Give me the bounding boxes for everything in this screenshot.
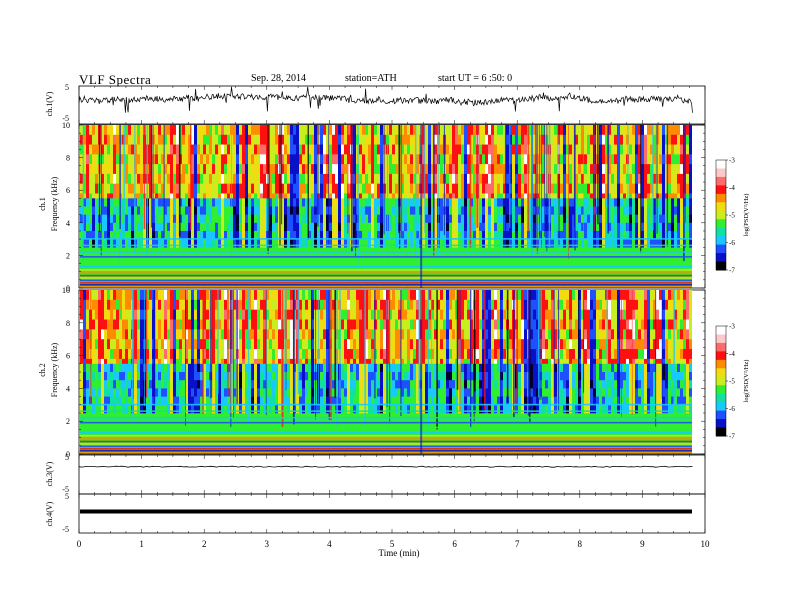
time-tick-label: 9 [640,539,645,549]
colorbar-tick-label: -4 [729,184,735,192]
time-tick-label: 6 [452,539,457,549]
frequency-tick-label: 10 [62,286,70,295]
colorbar-tick-label: -6 [729,239,735,247]
ch2-frequency-ticks: 0 2 4 6 8 10 [62,286,705,459]
ch1-waveform-panel: 5 -5 ch.1(V) [45,83,693,123]
colorbar-tick-label: -7 [729,433,735,441]
panel-frame-1 [78,85,706,125]
ch2-spectrogram-panel: 0 2 4 6 8 10 ch.2 Frequency (kHz) [38,286,705,459]
time-tick-label: 1 [139,539,144,549]
colorbar-tick-label: -3 [729,157,735,165]
time-tick-label: 10 [701,539,711,549]
time-tick-label: 2 [202,539,207,549]
ch1-frequency-label: Frequency (kHz) [50,176,59,231]
ch2-spectrogram-image [80,290,704,454]
ch4-waveform-panel: 5 -5 ch.4(V) [45,492,692,534]
ch3-ytick-top: 5 [65,453,69,462]
ch3-waveform-panel: 5 -5 ch.3(V) [45,453,693,494]
time-tick-label: 0 [77,539,82,549]
ch1-waveform-line [78,86,693,113]
colorbar-tick-label: -3 [729,323,735,331]
ch2-ylabel-ch: ch.2 [38,363,47,377]
colorbar-label: log(PSD(V²/Hz) [743,194,750,237]
colorbar-tick-label: -5 [729,378,735,386]
colorbar-tick-label: -4 [729,350,735,358]
time-tick-label: 3 [265,539,270,549]
start-time-label: start UT = 6 :50: 0 [438,73,513,84]
panel-frame-4 [78,454,706,495]
ch1-spectrogram-panel: 0 2 4 6 8 10 ch.1 Frequency (kHz) [38,121,705,293]
frequency-tick-label: 8 [66,319,70,328]
frequency-tick-label: 2 [66,251,70,260]
colorbar-tick-label: -6 [729,405,735,413]
ch3-waveform-line [78,465,693,468]
frequency-tick-label: 6 [66,186,70,195]
ch4-ytick-bottom: -5 [62,525,69,534]
frequency-tick-label: 10 [62,121,70,130]
frequency-tick-label: 2 [66,417,70,426]
station-label: station=ATH [345,73,397,84]
time-axis: 0 1 2 3 4 5 6 7 8 9 10 [77,539,710,549]
ch1-colorbar: -3 -4 -5 -6 -7 log(PSD(V²/Hz) [715,157,750,275]
frequency-tick-label: 8 [66,154,70,163]
ch1-spectrogram-image [80,125,704,288]
colorbar-label: log(PSD(V²/Hz) [743,360,750,403]
time-tick-label: 7 [515,539,520,549]
frequency-tick-label: 4 [66,384,70,393]
colorbar-tick-label: -5 [729,212,735,220]
time-axis-label: Time (min) [379,548,420,558]
ch4-waveform-line [80,509,692,514]
ch4-ylabel: ch.4(V) [45,501,54,526]
colorbar-tick-label: -7 [729,267,735,275]
frequency-tick-label: 6 [66,352,70,361]
time-tick-label: 4 [327,539,332,549]
ch1-frequency-ticks: 0 2 4 6 8 10 [62,121,705,293]
frequency-tick-label: 0 [66,450,70,459]
frequency-tick-label: 0 [66,284,70,293]
ch2-frequency-label: Frequency (kHz) [50,342,59,397]
time-tick-label: 8 [578,539,583,549]
ch2-colorbar: -3 -4 -5 -6 -7 log(PSD(V²/Hz) [715,323,750,441]
ch3-ylabel: ch.3(V) [45,461,54,486]
ch1-ytick-bottom: -5 [62,114,69,123]
ch4-ytick-top: 5 [65,492,69,501]
date-label: Sep. 28, 2014 [251,73,306,84]
ch1-ylabel: ch.1(V) [45,91,54,116]
frequency-tick-label: 4 [66,219,70,228]
ch1-ylabel-ch: ch.1 [38,197,47,211]
time-tick-label: 5 [390,539,395,549]
ch3-ytick-bottom: -5 [62,485,69,494]
ch1-ytick-top: 5 [65,83,69,92]
chart-title: VLF Spectra [79,72,152,87]
